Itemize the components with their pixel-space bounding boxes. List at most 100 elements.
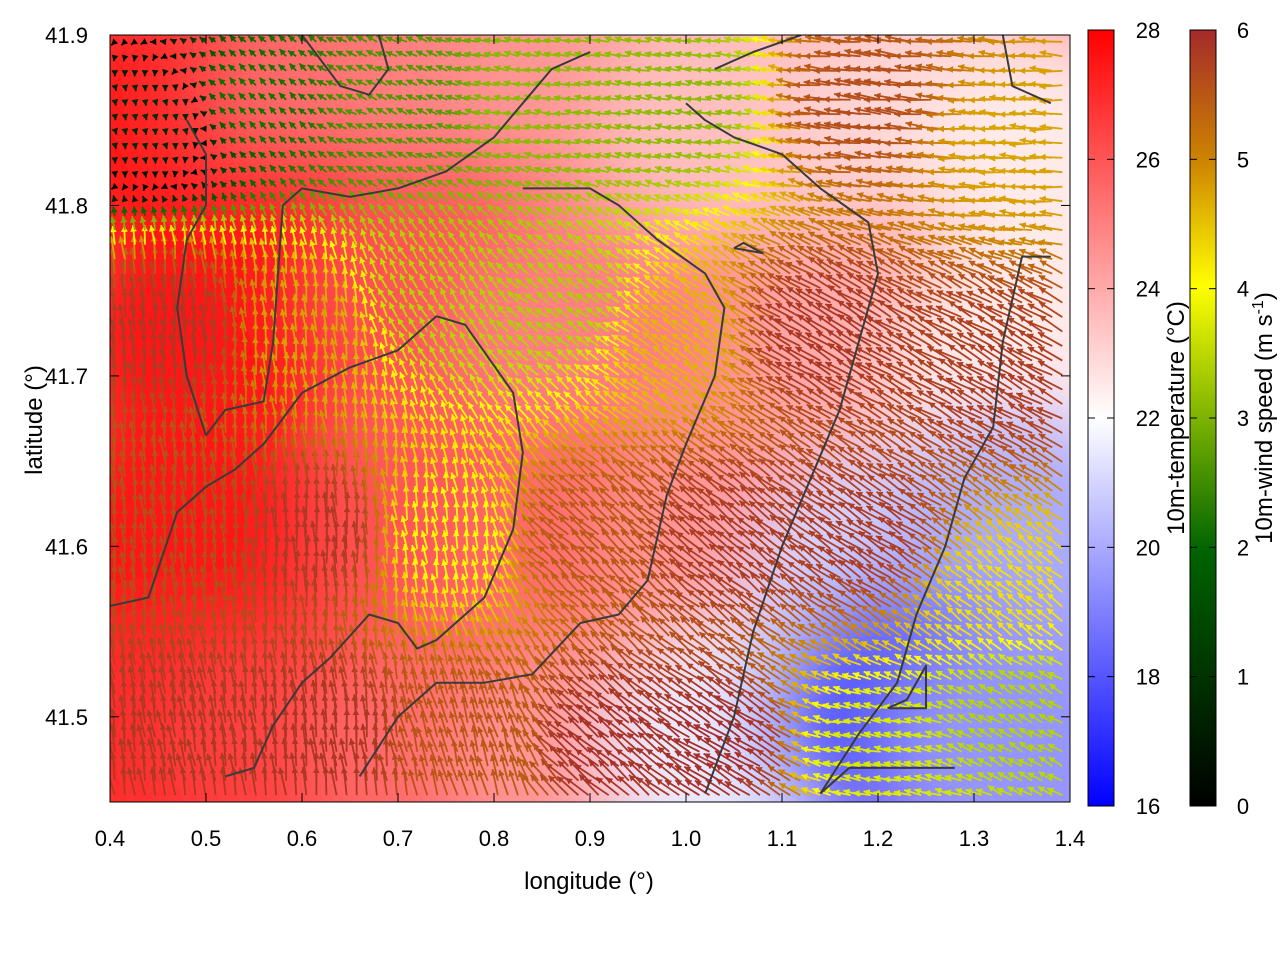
wind-vector	[777, 754, 801, 768]
wind-vector	[1016, 787, 1033, 797]
wind-vector	[257, 738, 267, 767]
wind-vector	[446, 770, 459, 796]
plot-area	[110, 35, 1070, 802]
wind-vector	[564, 749, 590, 767]
wind-vector	[584, 778, 610, 796]
wind-vector	[944, 789, 962, 797]
wind-vector	[418, 754, 429, 781]
wind-vector	[975, 788, 993, 797]
wind-vector	[644, 779, 670, 796]
wind-vector	[636, 747, 660, 767]
wind-vector	[126, 767, 136, 796]
wind-vector	[175, 753, 187, 781]
wind-vector	[914, 774, 932, 782]
wind-vector	[723, 752, 751, 768]
wind-vector	[656, 762, 680, 782]
wind-vector	[167, 709, 177, 738]
wind-vector	[756, 735, 781, 753]
wind-vector	[499, 754, 509, 781]
wind-vector	[1017, 770, 1033, 782]
wind-vector	[186, 752, 197, 781]
wind-vector	[427, 740, 439, 767]
wind-vector	[574, 764, 600, 782]
wind-vector	[965, 788, 982, 797]
wind-vector	[724, 780, 751, 796]
wind-vector	[318, 738, 328, 767]
wind-vector	[734, 751, 761, 767]
wind-vector	[547, 775, 570, 796]
wind-vector	[468, 754, 479, 781]
wind-vector	[663, 722, 690, 739]
wind-vector	[186, 709, 197, 738]
wind-vector	[446, 726, 459, 753]
wind-vector	[268, 752, 277, 781]
wind-vector	[488, 740, 499, 767]
wind-vector	[110, 740, 116, 767]
wind-vector	[703, 752, 731, 768]
wind-vector	[554, 720, 579, 738]
wind-vector	[843, 774, 861, 782]
wind-vector	[637, 731, 660, 753]
wind-vector	[745, 734, 771, 753]
wind-vector	[976, 757, 993, 767]
wind-vector	[437, 755, 449, 781]
wind-vector	[767, 750, 791, 767]
wind-vector	[299, 752, 308, 781]
wind-vector	[521, 773, 539, 796]
wind-vector	[1007, 771, 1023, 782]
wind-vector	[525, 741, 539, 767]
wind-vector	[438, 725, 449, 752]
wind-vector	[468, 769, 479, 796]
wind-vector	[126, 738, 136, 767]
wind-vector	[1047, 743, 1063, 753]
wind-vector	[289, 752, 298, 781]
wind-vector	[146, 709, 156, 738]
wind-vector	[227, 752, 237, 781]
wind-vector	[277, 767, 288, 796]
wind-vector	[556, 775, 580, 796]
wind-vector	[360, 723, 368, 752]
wind-vector	[955, 788, 972, 797]
wind-vector	[318, 752, 328, 781]
wind-vector	[515, 727, 529, 753]
wind-vector	[966, 744, 983, 753]
wind-vector	[136, 724, 146, 752]
wind-vector	[883, 746, 902, 753]
wind-vector	[914, 745, 932, 753]
wind-vector	[498, 740, 509, 767]
wind-vector	[536, 747, 559, 767]
wind-vector	[556, 731, 580, 753]
wind-vector	[674, 779, 700, 796]
wind-vector	[913, 760, 932, 768]
wind-vector	[397, 740, 408, 767]
wind-vector	[226, 709, 237, 738]
wind-vector	[755, 766, 781, 782]
wind-vector	[1007, 757, 1023, 767]
wind-vector	[448, 711, 459, 738]
wind-vector	[136, 767, 146, 796]
wind-vector	[458, 740, 469, 767]
wind-vector	[703, 737, 731, 753]
wind-vector	[745, 779, 771, 796]
wind-vector	[955, 773, 972, 782]
wind-vector	[146, 738, 156, 767]
wind-vector	[398, 725, 408, 752]
wind-vector	[977, 742, 993, 753]
wind-vector	[516, 712, 529, 738]
wind-vector	[903, 788, 922, 797]
wind-vector	[683, 765, 710, 782]
wind-vector	[976, 771, 993, 782]
wind-vector	[956, 756, 973, 767]
wind-vector	[167, 767, 177, 796]
wind-vector	[903, 774, 922, 782]
wind-vector	[789, 785, 811, 797]
wind-vector	[528, 760, 549, 782]
wind-vector	[935, 744, 952, 753]
wind-vector	[924, 759, 942, 768]
wind-vector	[377, 753, 388, 781]
wind-vector	[767, 780, 791, 796]
wind-vector	[965, 773, 982, 782]
wind-vector	[490, 768, 499, 796]
wind-vector	[945, 757, 962, 768]
